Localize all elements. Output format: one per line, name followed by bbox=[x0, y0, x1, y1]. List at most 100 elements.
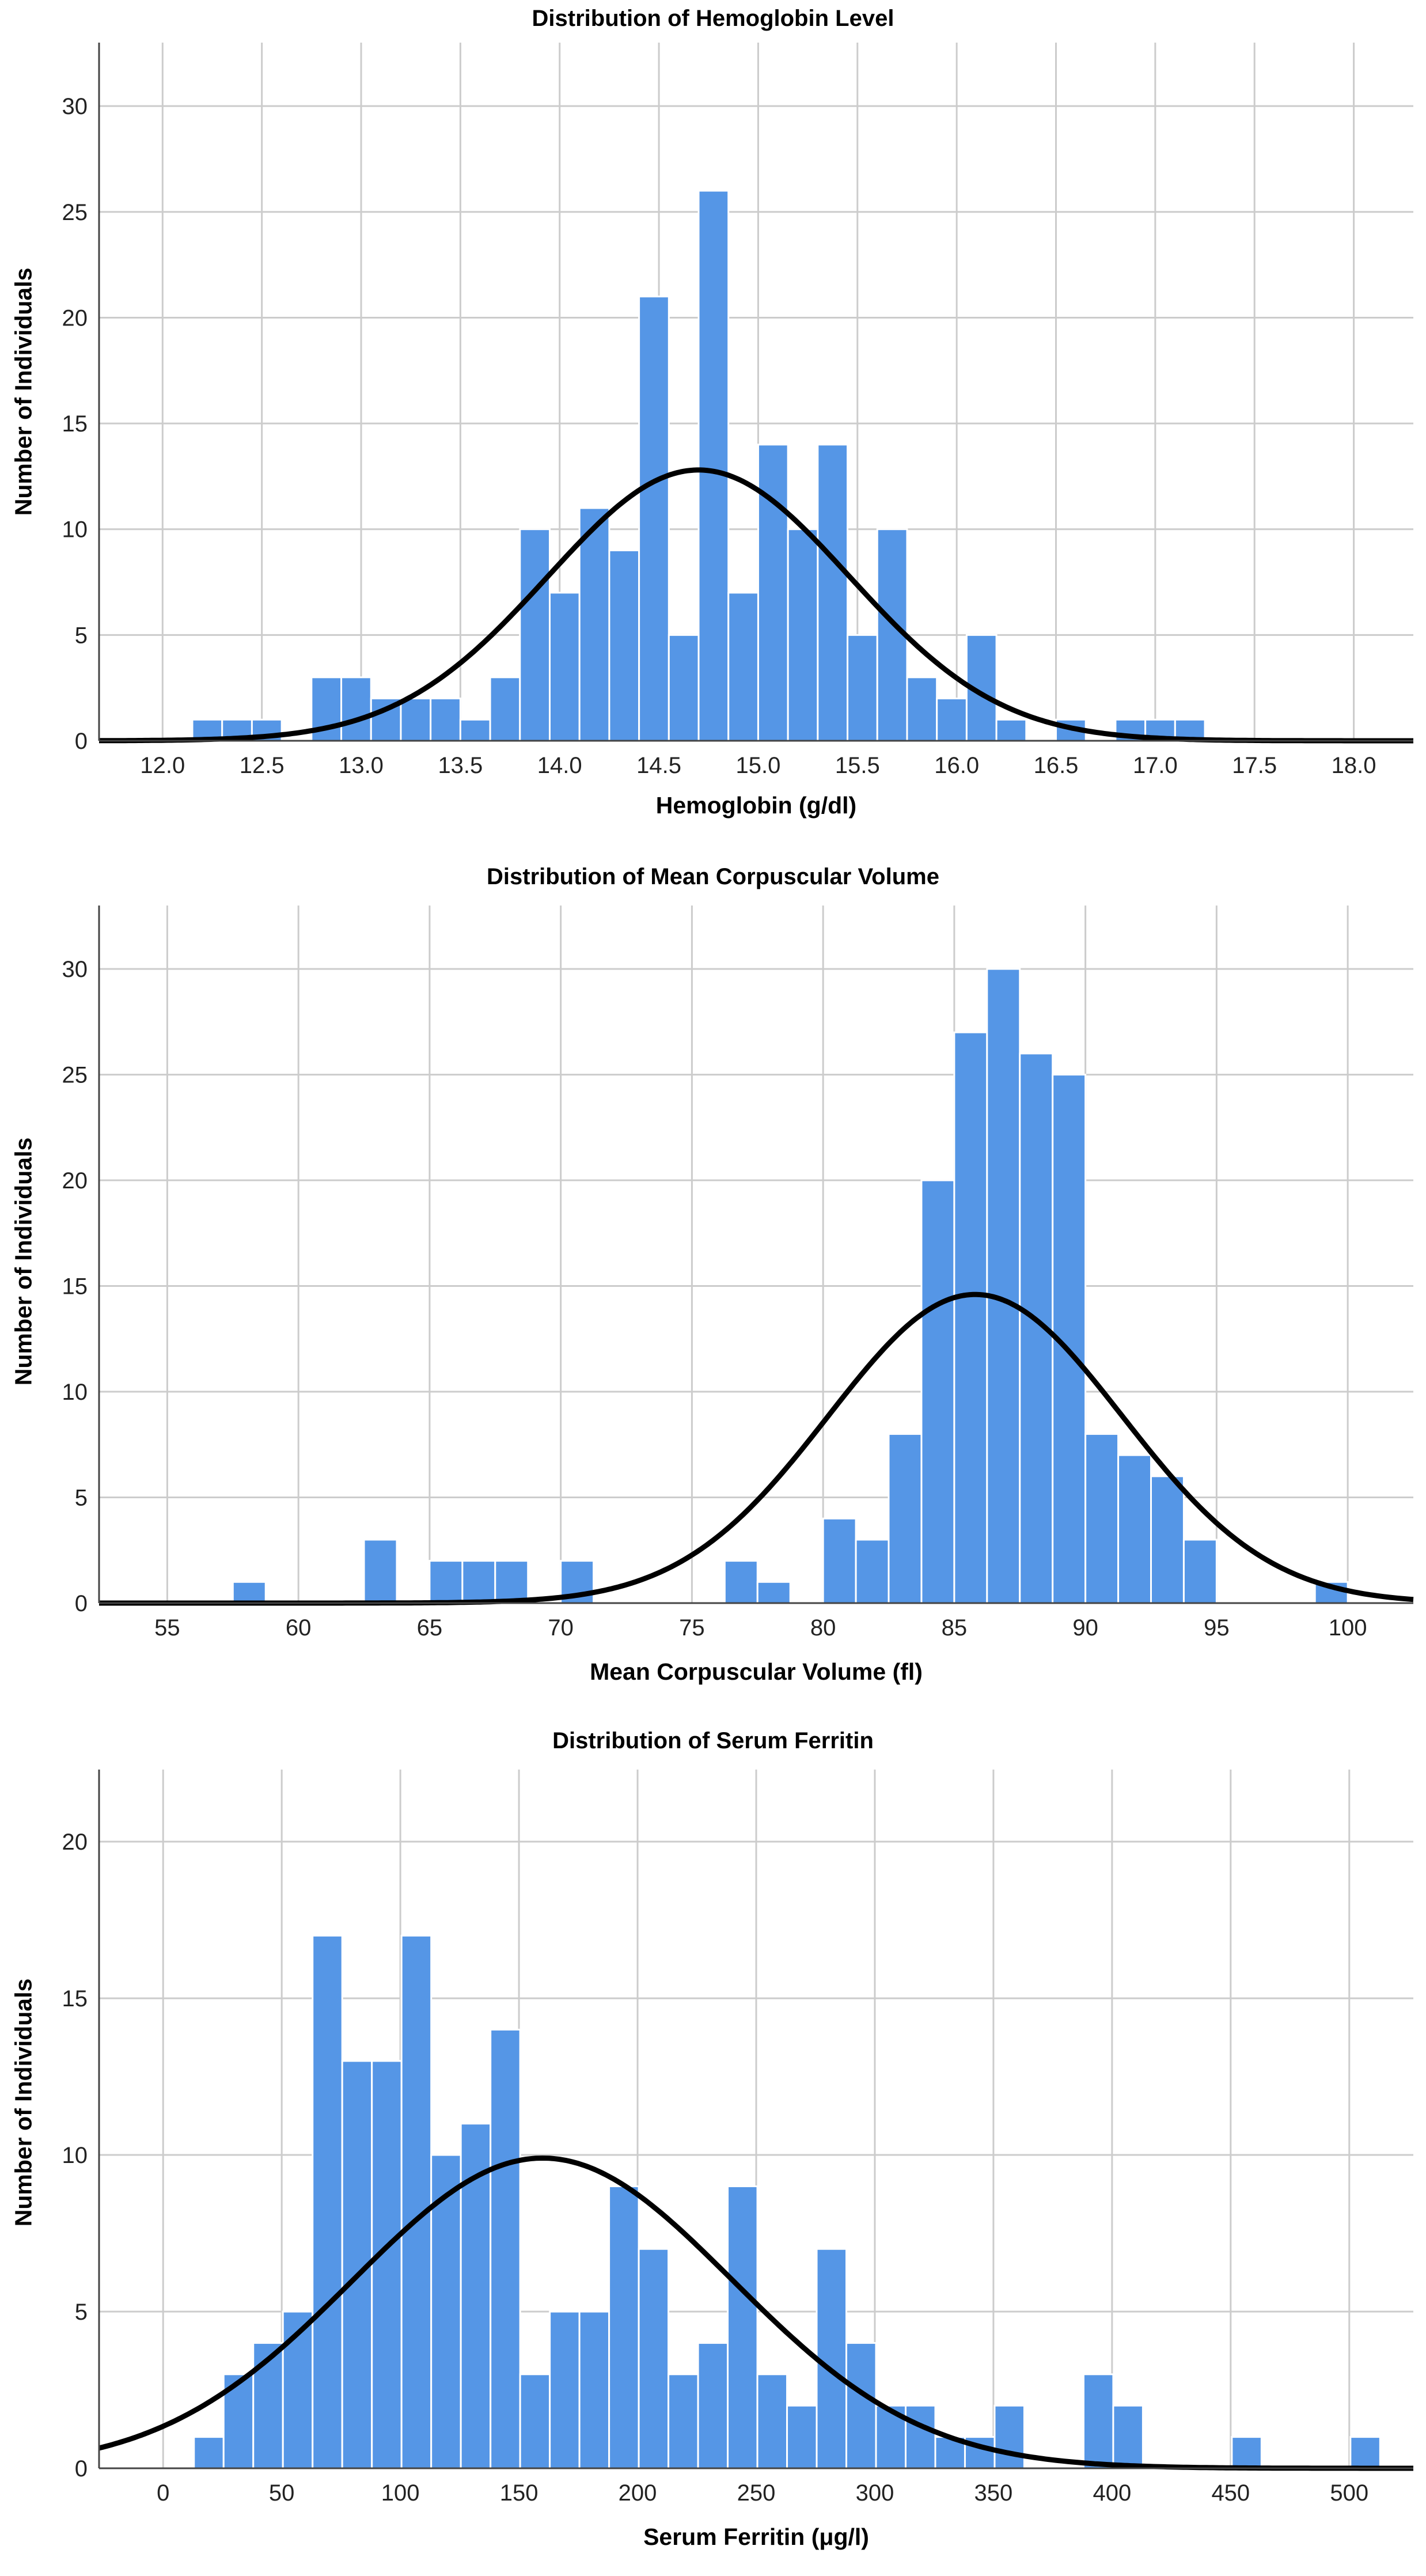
histogram-bar bbox=[936, 698, 968, 742]
x-tick-label: 12.0 bbox=[140, 753, 185, 778]
histogram-bar bbox=[490, 2028, 521, 2469]
histogram-bar bbox=[1084, 1433, 1120, 1604]
x-tick-label: 50 bbox=[269, 2480, 295, 2506]
x-tick-label: 80 bbox=[810, 1615, 836, 1641]
histogram-bar bbox=[786, 2404, 818, 2469]
histogram-bar bbox=[727, 2185, 758, 2469]
histogram-bar bbox=[1082, 2373, 1114, 2469]
y-tick-label: 10 bbox=[62, 517, 88, 543]
x-tick-label: 300 bbox=[856, 2480, 894, 2506]
x-tick-label: 13.5 bbox=[438, 753, 483, 778]
histogram-bar bbox=[459, 718, 491, 742]
x-tick-label: 17.5 bbox=[1232, 753, 1277, 778]
x-tick-label: 85 bbox=[942, 1615, 968, 1641]
histogram-bar bbox=[727, 592, 759, 742]
x-tick-label: 100 bbox=[1329, 1615, 1367, 1641]
x-tick-label: 17.0 bbox=[1133, 753, 1178, 778]
histogram-bar bbox=[638, 2248, 670, 2469]
histogram-bar bbox=[461, 1560, 496, 1604]
histogram-bar bbox=[847, 634, 878, 742]
histogram-bar bbox=[494, 1560, 529, 1604]
histogram-bar bbox=[995, 718, 1027, 742]
y-tick-label: 15 bbox=[62, 411, 88, 437]
x-tick-label: 70 bbox=[548, 1615, 574, 1641]
histogram-bar bbox=[371, 2060, 403, 2469]
histogram-bar bbox=[519, 2373, 551, 2469]
histogram-bar bbox=[1117, 1454, 1152, 1604]
histogram-bar bbox=[668, 634, 700, 742]
histogram-bar bbox=[697, 190, 730, 742]
histogram-bar bbox=[906, 676, 938, 742]
y-tick-label: 10 bbox=[62, 2143, 88, 2168]
hemoglobin-chart-panel: Distribution of Hemoglobin Level Number … bbox=[0, 0, 1426, 858]
histogram-bar bbox=[905, 2404, 936, 2469]
x-tick-label: 12.5 bbox=[240, 753, 285, 778]
histogram-bar bbox=[232, 1581, 267, 1604]
histogram-bar bbox=[578, 507, 610, 742]
x-tick-label: 15.5 bbox=[835, 753, 880, 778]
chart-title: Distribution of Mean Corpuscular Volume bbox=[487, 864, 939, 889]
x-tick-label: 75 bbox=[679, 1615, 705, 1641]
x-tick-label: 13.0 bbox=[339, 753, 384, 778]
x-tick-label: 60 bbox=[286, 1615, 312, 1641]
histogram-bar bbox=[756, 1581, 791, 1604]
histogram-bar bbox=[519, 528, 551, 742]
y-tick-label: 0 bbox=[75, 729, 88, 754]
histogram-bar bbox=[816, 2248, 848, 2469]
y-tick-label: 15 bbox=[62, 1986, 88, 2011]
histogram-bar bbox=[608, 2185, 640, 2469]
histogram-bar bbox=[428, 1560, 464, 1604]
x-tick-label: 500 bbox=[1330, 2480, 1368, 2506]
histogram-bar bbox=[1112, 2404, 1144, 2469]
histogram-bar bbox=[1182, 1539, 1218, 1604]
y-tick-label: 20 bbox=[62, 305, 88, 331]
x-tick-label: 14.5 bbox=[636, 753, 681, 778]
histogram-bar bbox=[723, 1560, 758, 1604]
y-tick-label: 10 bbox=[62, 1380, 88, 1405]
histogram-bar bbox=[855, 1539, 890, 1604]
x-tick-label: 14.0 bbox=[537, 753, 582, 778]
normal-curve bbox=[99, 467, 1413, 744]
y-tick-label: 30 bbox=[62, 94, 88, 119]
histogram-bar bbox=[953, 1031, 988, 1604]
x-axis-title: Serum Ferritin (μg/l) bbox=[643, 2524, 869, 2550]
x-tick-label: 55 bbox=[154, 1615, 180, 1641]
histogram-bar bbox=[697, 2342, 729, 2469]
y-tick-label: 25 bbox=[62, 1063, 88, 1088]
hemoglobin-histogram: 12.0 12.5 13.0 13.5 14.0 14.5 15.0 15.5 16.0 16.5… bbox=[62, 43, 1413, 778]
x-axis-title: Mean Corpuscular Volume (fl) bbox=[590, 1658, 923, 1685]
chart-title: Distribution of Hemoglobin Level bbox=[532, 6, 894, 31]
histogram-bar bbox=[312, 1934, 343, 2469]
histogram-bar bbox=[822, 1517, 857, 1604]
x-tick-label: 65 bbox=[417, 1615, 443, 1641]
histogram-bar bbox=[400, 698, 432, 742]
y-tick-label: 0 bbox=[75, 1591, 88, 1616]
histogram-bar bbox=[920, 1179, 955, 1604]
x-tick-label: 150 bbox=[500, 2480, 538, 2506]
y-tick-label: 25 bbox=[62, 200, 88, 225]
histogram-bar bbox=[1150, 1475, 1185, 1604]
histogram-bar bbox=[363, 1539, 398, 1604]
histogram-bar bbox=[1349, 2436, 1381, 2469]
mcv-histogram: 55 60 65 70 75 80 85 90 95 100 0 5 10 15 20 25 30 bbox=[62, 906, 1414, 1641]
x-tick-label: 0 bbox=[157, 2480, 169, 2506]
y-tick-label: 30 bbox=[62, 957, 88, 982]
histogram-bar bbox=[817, 444, 849, 742]
histogram-bar bbox=[845, 2342, 877, 2469]
x-tick-label: 350 bbox=[974, 2480, 1013, 2506]
x-tick-label: 400 bbox=[1093, 2480, 1131, 2506]
chart-title: Distribution of Serum Ferritin bbox=[552, 1728, 874, 1753]
histogram-bar bbox=[549, 2310, 581, 2469]
histogram-bar bbox=[638, 296, 670, 742]
histogram-bar bbox=[489, 676, 521, 742]
x-tick-label: 16.5 bbox=[1034, 753, 1079, 778]
histogram-bar bbox=[548, 592, 581, 742]
x-tick-label: 250 bbox=[737, 2480, 776, 2506]
x-tick-label: 16.0 bbox=[934, 753, 979, 778]
y-tick-label: 5 bbox=[75, 2300, 88, 2325]
histogram-bar bbox=[193, 2436, 225, 2469]
histogram-bar bbox=[400, 1934, 433, 2469]
histogram-bar bbox=[340, 676, 372, 742]
histogram-bar bbox=[757, 444, 789, 742]
y-tick-label: 15 bbox=[62, 1274, 88, 1300]
